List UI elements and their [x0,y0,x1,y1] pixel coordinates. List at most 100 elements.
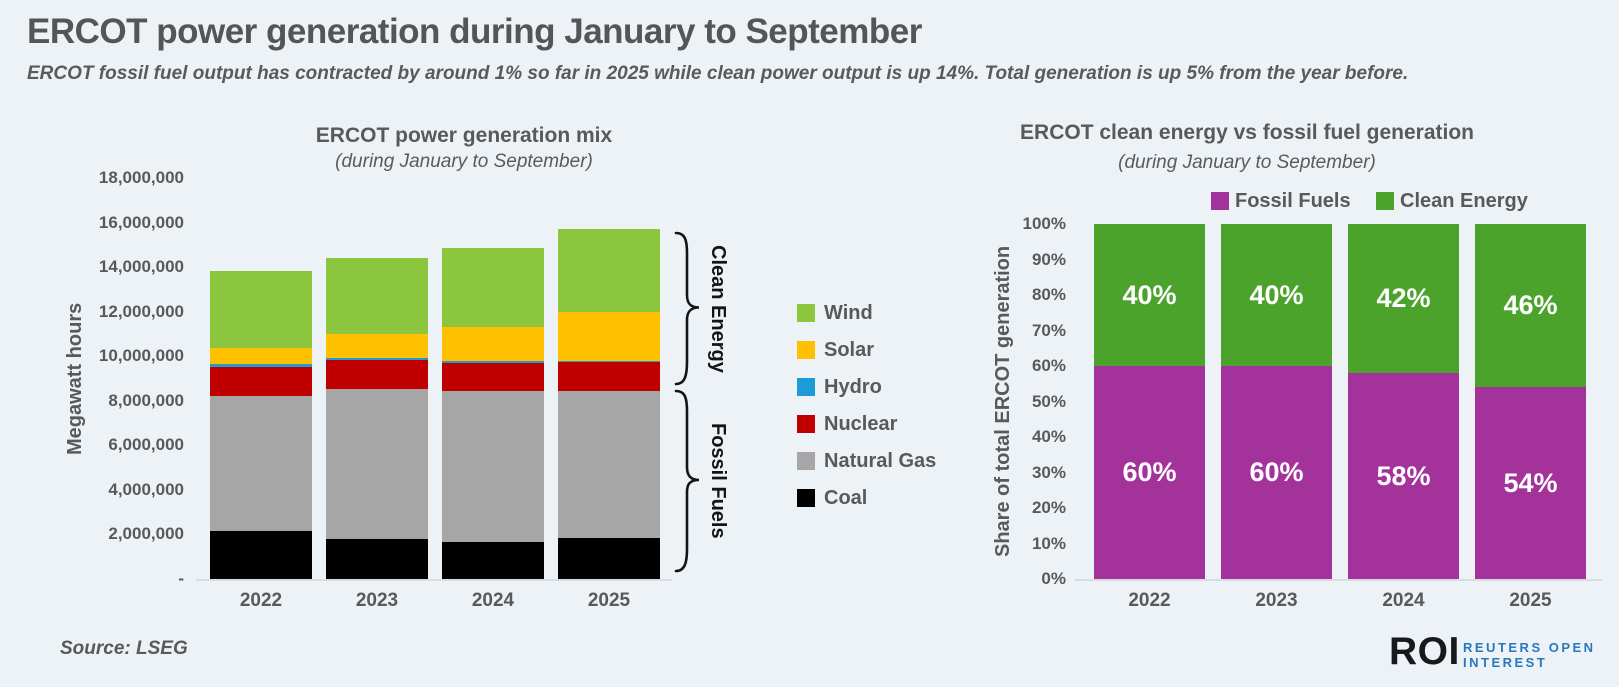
x-axis-label: 2025 [1509,590,1552,611]
bar-value-label: 46% [1503,290,1558,321]
y-tick-label: 0% [1041,569,1066,588]
y-tick-label: 16,000,000 [98,212,184,232]
legend-swatch-coal [797,489,815,507]
bar-segment-wind [210,270,312,348]
legend-swatch-natural-gas [797,452,815,470]
fossil-fuels-legend-swatch [1211,192,1229,210]
y-tick-label: 30% [1031,462,1066,482]
bar-value-label: 60% [1249,457,1304,487]
roi-logo-line1: REUTERS OPEN [1463,640,1596,655]
right-chart-x-axis-line [1075,579,1602,581]
roi-logo-line2: INTEREST [1463,655,1548,670]
legend-label-coal: Coal [824,487,868,509]
bar-segment-solar [442,327,544,361]
x-axis-label: 2023 [355,590,399,611]
bar-segment-fossil-fuels: 60% [1221,366,1332,579]
bar-value-label: 42% [1376,283,1431,314]
bar-segment-coal [442,542,544,579]
legend-swatch-hydro [797,378,815,396]
legend-label-solar: Solar [824,339,875,361]
y-tick-label: 10% [1031,533,1066,553]
bar-segment-clean-energy: 40% [1094,224,1205,366]
roi-logo-subtext: REUTERS OPEN INTEREST [1463,640,1596,670]
clean-energy-legend-label: Clean Energy [1400,190,1528,212]
bar-segment-hydro [210,364,312,368]
bar-segment-fossil-fuels: 54% [1475,387,1586,579]
bar-segment-nuclear [558,361,660,391]
bar-segment-coal [558,537,660,579]
legend-label-hydro: Hydro [824,376,882,398]
fossil-fuels-legend-label: Fossil Fuels [1235,190,1351,212]
bar-segment-hydro [558,360,660,362]
legend-label-natural-gas: Natural Gas [824,450,937,472]
y-tick-label: 60% [1031,356,1066,375]
bar-segment-hydro [326,357,428,360]
bar-segment-natural-gas [326,388,428,539]
bar-segment-solar [558,311,660,361]
page-title: ERCOT power generation during January to… [27,12,922,51]
fossil-fuels-bracket [674,389,700,573]
right-chart-subtitle: (during January to September) [1118,152,1376,173]
x-axis-label: 2023 [1255,590,1298,611]
bar-segment-wind [442,248,544,328]
left-chart-title: ERCOT power generation mix [315,124,613,147]
x-axis-label: 2024 [471,590,515,611]
y-tick-label: 4,000,000 [108,479,184,499]
x-axis-label: 2022 [1128,590,1171,611]
bar-segment-fossil-fuels: 60% [1094,366,1205,579]
clean-energy-bracket [674,231,700,386]
clean-energy-legend-swatch [1376,192,1394,210]
bar-segment-coal [210,531,312,579]
y-tick-label: 6,000,000 [108,435,184,455]
bar-segment-hydro [442,360,544,363]
left-chart-x-axis-line [196,579,672,581]
bar-segment-nuclear [326,359,428,389]
legend-label-nuclear: Nuclear [824,413,898,435]
bar-segment-fossil-fuels: 58% [1348,373,1459,579]
bar-segment-solar [210,347,312,365]
y-tick-label: 8,000,000 [108,390,184,410]
y-tick-label: 20% [1031,498,1066,517]
clean-energy-annotation: Clean Energy [707,244,729,373]
legend-swatch-wind [797,304,815,322]
y-tick-label: 70% [1031,320,1066,340]
y-tick-label: 10,000,000 [98,346,184,366]
fossil-fuels-annotation: Fossil Fuels [707,423,729,539]
legend-swatch-solar [797,341,815,359]
source-note: Source: LSEG [60,638,188,659]
bar-segment-wind [326,258,428,335]
y-tick-label: 2,000,000 [108,524,184,544]
bar-segment-nuclear [210,367,312,397]
bar-value-label: 40% [1249,279,1304,310]
bar-value-label: 40% [1122,279,1177,310]
bar-segment-natural-gas [210,396,312,532]
y-tick-label: 100% [1022,214,1066,233]
bar-segment-natural-gas [442,390,544,543]
y-tick-label: 12,000,000 [98,301,184,321]
legend-swatch-nuclear [797,415,815,433]
bar-segment-nuclear [442,362,544,391]
legend-label-wind: Wind [824,302,873,324]
bar-segment-clean-energy: 42% [1348,224,1459,374]
bar-value-label: 54% [1503,467,1558,498]
bar-segment-natural-gas [558,390,660,538]
y-tick-label: 50% [1031,391,1066,411]
right-chart-title: ERCOT clean energy vs fossil fuel genera… [1020,121,1474,144]
y-tick-label: - [178,569,184,588]
y-tick-label: 80% [1031,285,1066,304]
bar-segment-solar [326,334,428,358]
y-tick-label: 90% [1031,249,1066,269]
y-tick-label: 14,000,000 [98,257,184,277]
bar-segment-clean-energy: 40% [1221,224,1332,366]
x-axis-label: 2025 [587,590,631,611]
bar-segment-clean-energy: 46% [1475,224,1586,388]
y-tick-label: 40% [1031,427,1066,446]
bar-segment-wind [558,229,660,312]
y-tick-label: 18,000,000 [98,168,184,187]
x-axis-label: 2024 [1382,590,1425,611]
page-subtitle: ERCOT fossil fuel output has contracted … [27,63,1409,84]
bar-value-label: 60% [1122,457,1177,487]
